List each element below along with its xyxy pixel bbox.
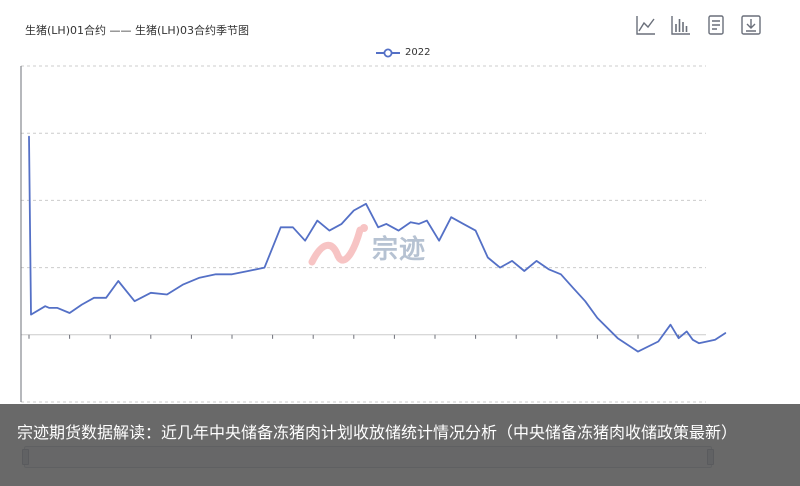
caption-overlay: 宗迹期货数据解读：近几年中央储备冻猪肉计划收放储统计情况分析（中央储备冻猪肉收储… (0, 404, 800, 486)
chart-toolbox (635, 14, 762, 36)
chart-legend[interactable]: 2022 (376, 47, 430, 58)
chart-title: 生猪(LH)01合约 —— 生猪(LH)03合约季节图 (25, 24, 249, 37)
legend-line-marker-icon (376, 48, 400, 57)
line-chart-icon[interactable] (635, 14, 657, 36)
caption-text: 宗迹期货数据解读：近几年中央储备冻猪肉计划收放储统计情况分析（中央储备冻猪肉收储… (17, 423, 738, 442)
legend-label: 2022 (405, 47, 431, 58)
series-line-2022 (28, 135, 727, 353)
download-icon[interactable] (740, 14, 762, 36)
bar-chart-icon[interactable] (670, 14, 692, 36)
data-view-icon[interactable] (705, 14, 727, 36)
plot-area: -2804-1505-0505-2106-0706-2307-0907-2708… (20, 65, 727, 403)
